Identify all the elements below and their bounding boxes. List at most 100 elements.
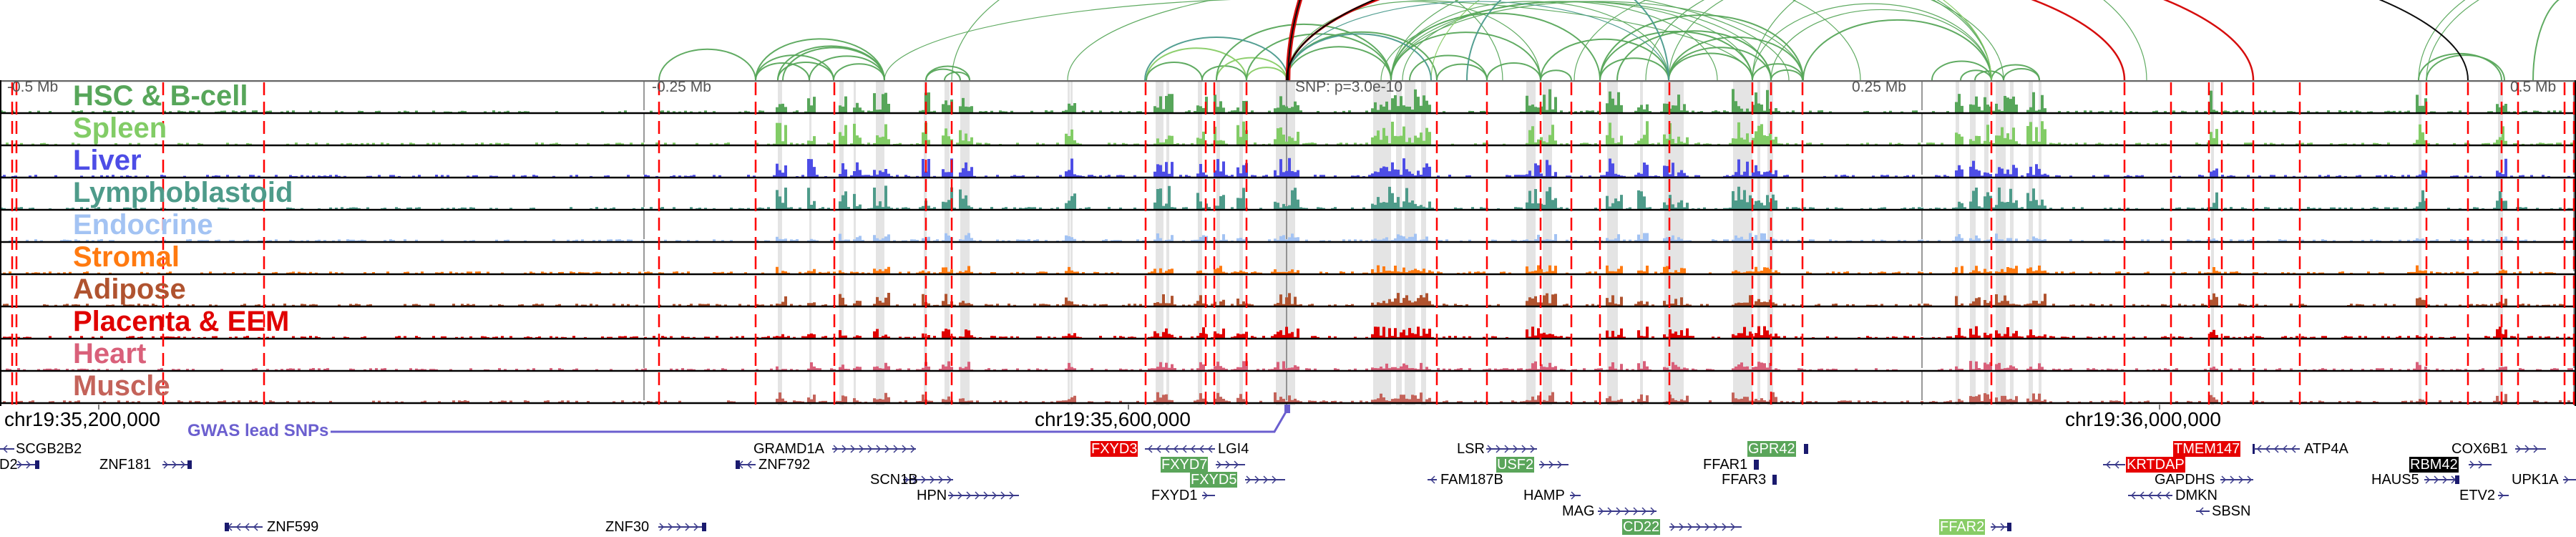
strand-arrow-icon	[1009, 491, 1015, 500]
signal-track	[6, 121, 2576, 145]
gene-label[interactable]: FFAR1	[1703, 457, 1748, 473]
interaction-arc	[1390, 32, 1541, 81]
strand-arrow-icon	[2198, 507, 2204, 516]
strand-arrow-icon	[1225, 460, 1231, 469]
coordinate-label: chr19:35,200,000	[4, 408, 160, 430]
gene-label[interactable]: HAMP	[1523, 488, 1565, 503]
gene-label[interactable]: SCGB2B2	[16, 441, 82, 457]
interaction-arc	[1752, 3, 1992, 81]
interaction-arc	[1409, 54, 1488, 81]
gene-label[interactable]: ATP4A	[2304, 441, 2348, 457]
gene-label[interactable]: ZNF181	[99, 457, 152, 473]
interaction-arc	[1540, 38, 1669, 81]
strand-arrow-icon	[1203, 491, 1209, 500]
gene-label[interactable]: LSR	[1457, 441, 1485, 457]
gene-label[interactable]: ETV2	[2459, 488, 2496, 503]
strand-arrow-icon	[2230, 475, 2235, 484]
gene-label[interactable]: FXYD5	[1190, 472, 1238, 488]
interaction-arc	[1146, 47, 1247, 81]
gene-structure	[1669, 523, 1742, 531]
gene-label[interactable]: FXYD1	[1151, 488, 1198, 503]
gene-label[interactable]: GPR42	[1747, 441, 1796, 457]
strand-arrow-icon	[244, 523, 250, 531]
interaction-arc	[951, 0, 1503, 81]
gene-label[interactable]: RBM42	[2409, 457, 2459, 473]
strand-arrow-icon	[850, 445, 856, 453]
gwas-lead-snp-marker[interactable]	[1284, 405, 1290, 413]
strand-arrow-icon	[2442, 475, 2448, 484]
interaction-arc	[782, 47, 885, 81]
strand-arrow-icon	[1199, 445, 1204, 453]
strand-arrow-icon	[2273, 445, 2279, 453]
gene-label[interactable]: ZNF599	[267, 519, 319, 535]
gene-label[interactable]: COX6B1	[2451, 441, 2508, 457]
interaction-arc	[2418, 52, 2502, 81]
gene-label[interactable]: SCN1B	[870, 472, 918, 488]
gene-label[interactable]: LGI4	[1218, 441, 1249, 457]
gene-label[interactable]: MAG	[1562, 503, 1595, 519]
strand-arrow-icon	[1000, 491, 1006, 500]
strand-arrow-icon	[2533, 445, 2539, 453]
strand-arrow-icon	[1722, 523, 1727, 531]
signal-track	[0, 89, 2576, 112]
strand-arrow-icon	[746, 460, 752, 469]
gene-structure	[1754, 460, 1759, 470]
strand-arrow-icon	[1504, 445, 1510, 453]
gene-label[interactable]: FAM187B	[1440, 472, 1503, 488]
axis-label-minus-0-5mb: -0.5 Mb	[7, 79, 59, 95]
gene-label[interactable]: TMEM147	[2173, 441, 2241, 457]
coordinate-label: chr19:35,600,000	[1035, 408, 1191, 430]
strand-arrow-icon	[180, 460, 186, 469]
gene-label[interactable]: UPK1A	[2512, 472, 2559, 488]
strand-arrow-icon	[1272, 475, 1277, 484]
track-label: Liver	[73, 145, 142, 176]
axis-label-0-5mb: 0.5 Mb	[2510, 79, 2557, 95]
snp-pvalue-label: SNP: p=3.0e-10	[1295, 79, 1403, 95]
interaction-arc	[1616, 30, 1772, 81]
gene-structure	[1202, 491, 1215, 500]
strand-arrow-icon	[2478, 460, 2484, 469]
gwas-track-label: GWAS lead SNPs	[187, 421, 329, 440]
strand-arrow-icon	[235, 523, 241, 531]
strand-arrow-icon	[1696, 523, 1702, 531]
interaction-arc	[1645, 0, 1992, 81]
gene-label[interactable]: DMKN	[2175, 488, 2218, 503]
interaction-arc	[1931, 60, 1992, 81]
gene-label[interactable]: GAPDHS	[2155, 472, 2215, 488]
gene-label[interactable]: FXYD3	[1091, 441, 1138, 457]
gene-label[interactable]: FFAR2	[1939, 519, 1986, 535]
gene-structure	[2563, 475, 2576, 484]
strand-arrow-icon	[1991, 523, 1997, 531]
gene-label[interactable]: SBSN	[2212, 503, 2251, 519]
gene-label[interactable]: CD22	[1622, 519, 1661, 535]
gene-label[interactable]: KRTDAP	[2126, 457, 2185, 473]
gene-label[interactable]: FXYD7	[1161, 457, 1209, 473]
interaction-arc	[1599, 57, 1669, 81]
track-label: Spleen	[73, 112, 167, 144]
strand-arrow-icon	[1156, 445, 1161, 453]
interaction-arc	[1246, 67, 1287, 81]
gene-label[interactable]: HPN	[917, 488, 947, 503]
interaction-arc	[1668, 36, 1804, 81]
strand-arrow-icon	[949, 491, 955, 500]
strand-arrow-icon	[1704, 523, 1710, 531]
gene-label[interactable]: FFAR3	[1722, 472, 1767, 488]
gene-structure	[2498, 491, 2509, 500]
gene-label[interactable]: ZNF30	[605, 519, 650, 535]
strand-arrow-icon	[1670, 523, 1676, 531]
gene-label[interactable]: GRAMD1A	[753, 441, 824, 457]
gene-label[interactable]: D2	[0, 457, 18, 473]
gene-label[interactable]: ZNF792	[758, 457, 811, 473]
gene-label[interactable]: USF2	[1496, 457, 1535, 473]
gene-label[interactable]: HAUS5	[2371, 472, 2419, 488]
strand-arrow-icon	[163, 460, 169, 469]
interaction-arc	[1770, 69, 1803, 81]
strand-arrow-icon	[1633, 507, 1639, 516]
interaction-arc	[755, 38, 885, 81]
strand-arrow-icon	[1254, 475, 1260, 484]
gene-structure	[1772, 475, 1777, 485]
strand-arrow-icon	[912, 475, 918, 484]
strand-arrow-icon	[966, 491, 972, 500]
strand-arrow-icon	[2147, 491, 2153, 500]
track-label: Placenta & EEM	[73, 306, 290, 337]
